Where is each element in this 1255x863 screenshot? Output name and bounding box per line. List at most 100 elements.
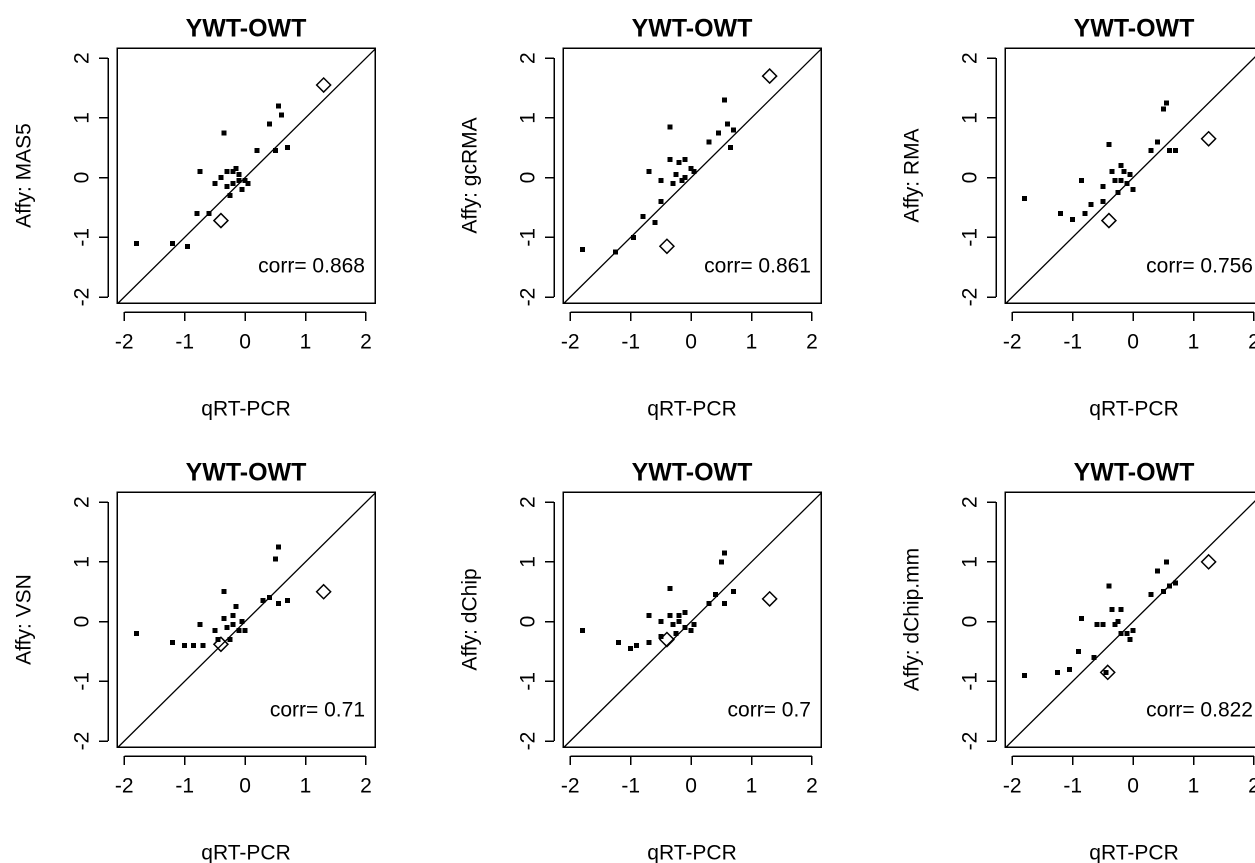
data-point	[1091, 654, 1097, 660]
scatter-panel: YWT-OWT qRT-PCR Affy: dChip.mm -2 -1 0 1 2 -2 -1 0…	[901, 459, 1255, 863]
x-tick-label: 2	[1248, 331, 1255, 354]
data-point	[640, 213, 646, 219]
data-point	[730, 589, 736, 595]
chart-title: YWT-OWT	[1074, 459, 1195, 487]
x-tick-label: -2	[1003, 331, 1022, 354]
data-point	[1115, 619, 1121, 625]
x-tick-label: -2	[1003, 775, 1022, 798]
data-point	[230, 622, 236, 628]
data-point	[1172, 148, 1178, 154]
x-tick-label: 1	[300, 331, 312, 354]
data-point	[1076, 648, 1082, 654]
highlight-point	[761, 590, 778, 607]
data-point	[721, 601, 727, 607]
data-point	[233, 166, 239, 172]
data-point	[646, 639, 652, 645]
plot-frame	[116, 491, 376, 748]
data-point	[579, 246, 585, 252]
data-point	[197, 622, 203, 628]
data-point	[1079, 616, 1085, 622]
y-tick-label: 1	[959, 112, 982, 124]
plot-frame	[562, 47, 822, 304]
x-axis-label: qRT-PCR	[647, 842, 736, 863]
data-point	[730, 127, 736, 133]
data-point	[275, 544, 281, 550]
highlight-point	[1099, 664, 1116, 681]
data-point	[224, 625, 230, 631]
x-tick-label: 0	[239, 331, 251, 354]
data-point	[242, 628, 248, 634]
highlight-point	[1200, 553, 1217, 570]
data-point	[706, 601, 712, 607]
y-tick-label: -2	[71, 288, 94, 307]
chart-title: YWT-OWT	[1074, 15, 1195, 43]
correlation-annotation: corr= 0.756	[1146, 255, 1253, 278]
x-tick-label: -2	[115, 775, 134, 798]
data-point	[658, 198, 664, 204]
x-tick-label: -1	[621, 775, 640, 798]
data-point	[676, 613, 682, 619]
data-point	[284, 598, 290, 604]
correlation-annotation: corr= 0.868	[258, 255, 365, 278]
data-point	[724, 121, 730, 127]
data-point	[197, 169, 203, 175]
data-point	[613, 249, 619, 255]
data-point	[227, 193, 233, 199]
data-point	[712, 592, 718, 598]
data-point	[676, 619, 682, 625]
data-point	[230, 181, 236, 187]
y-tick-label: -2	[959, 288, 982, 307]
scatter-panel: YWT-OWT qRT-PCR Affy: RMA -2 -1 0 1 2 -2 -1 0 1 2 cor…	[901, 15, 1255, 421]
chart-title: YWT-OWT	[632, 459, 753, 487]
y-tick-label: 0	[517, 172, 540, 184]
x-tick-label: -1	[175, 775, 194, 798]
x-tick-label: 2	[806, 331, 818, 354]
data-point	[1109, 169, 1115, 175]
data-point	[245, 181, 251, 187]
identity-line	[563, 492, 822, 748]
data-point	[679, 178, 685, 184]
data-point	[260, 598, 266, 604]
data-point	[1109, 607, 1115, 613]
x-tick-label: -2	[115, 331, 134, 354]
data-point	[272, 148, 278, 154]
data-point	[1121, 169, 1127, 175]
data-point	[1166, 583, 1172, 589]
data-point	[221, 130, 227, 136]
data-point	[170, 639, 176, 645]
x-axis-label: qRT-PCR	[201, 398, 290, 421]
data-point	[224, 184, 230, 190]
data-point	[1079, 178, 1085, 184]
identity-line	[117, 492, 376, 748]
x-tick-label: 0	[239, 775, 251, 798]
data-point	[667, 124, 673, 130]
y-tick-label: 0	[71, 172, 94, 184]
data-point	[275, 601, 281, 607]
data-point	[236, 172, 242, 178]
x-tick-label: 1	[746, 331, 758, 354]
data-point	[1124, 631, 1130, 637]
data-point	[230, 613, 236, 619]
correlation-annotation: corr= 0.7	[728, 699, 811, 722]
y-tick-label: -1	[959, 228, 982, 247]
data-point	[682, 175, 688, 181]
y-axis-label: Affy: dChip.mm	[901, 548, 924, 691]
highlight-point	[212, 636, 229, 653]
data-point	[133, 240, 139, 246]
data-point	[667, 613, 673, 619]
identity-line	[1005, 56, 1255, 304]
chart-title: YWT-OWT	[186, 459, 307, 487]
x-tick-label: 1	[300, 775, 312, 798]
x-tick-label: 2	[360, 775, 372, 798]
data-point	[266, 595, 272, 601]
data-point	[1154, 568, 1160, 574]
data-point	[682, 610, 688, 616]
data-point	[676, 160, 682, 166]
x-tick-label: -2	[561, 775, 580, 798]
x-tick-label: -1	[1063, 331, 1082, 354]
data-point	[242, 178, 248, 184]
y-axis-label: Affy: RMA	[901, 128, 924, 222]
data-point	[1100, 184, 1106, 190]
data-point	[170, 240, 176, 246]
